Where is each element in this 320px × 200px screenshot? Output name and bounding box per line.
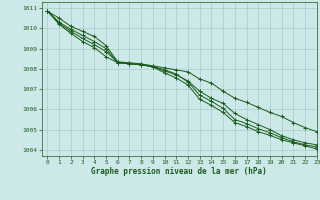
X-axis label: Graphe pression niveau de la mer (hPa): Graphe pression niveau de la mer (hPa) xyxy=(91,167,267,176)
